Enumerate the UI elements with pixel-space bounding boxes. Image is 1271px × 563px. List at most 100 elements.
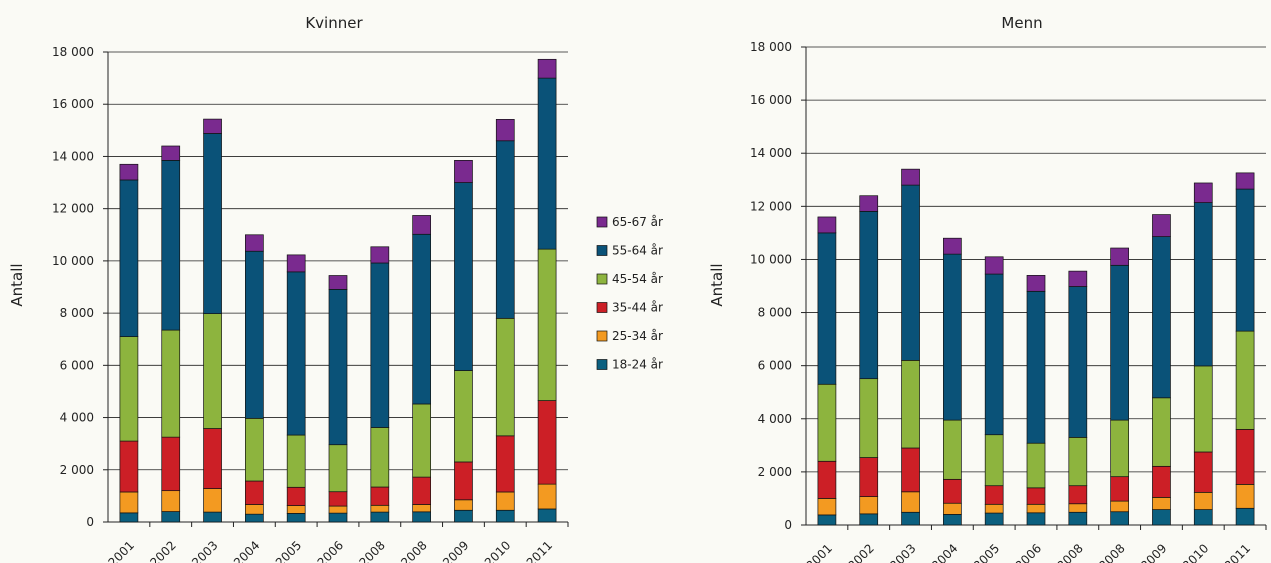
bar-segment xyxy=(1193,365,1213,453)
x-tick-label: 2002 xyxy=(845,541,876,563)
bar-segment xyxy=(537,508,557,523)
y-tick-label: 2 000 xyxy=(60,463,94,477)
y-tick-label: 12 000 xyxy=(750,199,792,213)
bar-segment xyxy=(943,478,962,504)
bar-segment xyxy=(537,248,557,401)
bar-segment xyxy=(119,491,139,514)
bar-segment xyxy=(817,232,837,385)
bar-segment xyxy=(454,509,473,523)
legend-swatch xyxy=(596,330,608,342)
bar-segment xyxy=(1068,503,1088,513)
x-tick-label: 2011 xyxy=(524,538,555,563)
bar-segment xyxy=(537,400,557,485)
y-tick-label: 4 000 xyxy=(60,411,94,425)
bar-segment xyxy=(1026,503,1046,514)
bar-segment xyxy=(203,511,222,523)
bar-segment xyxy=(412,504,431,513)
bar-segment xyxy=(203,133,222,314)
bar-segment xyxy=(328,505,348,514)
bar-segment xyxy=(984,503,1004,514)
bar-segment xyxy=(161,511,181,523)
bar-segment xyxy=(817,216,837,234)
y-tick-label: 16 000 xyxy=(750,93,792,107)
bar-segment xyxy=(412,476,431,505)
y-tick-label: 8 000 xyxy=(60,306,94,320)
x-tick-label: 2001 xyxy=(106,538,137,563)
x-tick-label: 2003 xyxy=(887,541,918,563)
bar-segment xyxy=(454,182,473,371)
bar-segment xyxy=(1068,286,1088,438)
x-tick-label: 2001 xyxy=(804,541,835,563)
bar-segment xyxy=(859,378,879,458)
legend-label: 25-34 år xyxy=(612,329,663,343)
y-tick-label: 0 xyxy=(784,518,792,532)
bar-segment xyxy=(859,457,879,497)
bar-segment xyxy=(1235,330,1255,430)
bar-segment xyxy=(328,444,348,493)
y-axis-label: Antall xyxy=(8,263,26,306)
x-tick-label: 2011 xyxy=(1222,541,1253,563)
bar-segment xyxy=(1026,512,1046,526)
y-tick-label: 12 000 xyxy=(52,202,94,216)
bar-segment xyxy=(1152,236,1171,399)
bar-segment xyxy=(370,486,390,506)
bar-segment xyxy=(859,513,879,526)
x-tick-label: 2003 xyxy=(189,538,220,563)
x-tick-label: 2006 xyxy=(1013,541,1044,563)
y-tick-label: 6 000 xyxy=(758,359,792,373)
bar-segment xyxy=(1235,172,1255,190)
legend: 65-67 år 55-64 år 45-54 år 35-44 år 25-34 år… xyxy=(596,215,663,372)
bar-segment xyxy=(286,486,306,506)
x-tick-label: 2008 xyxy=(1096,541,1127,563)
bar-segment xyxy=(1152,509,1171,526)
x-tick-label: 2002 xyxy=(147,538,178,563)
bar-segment xyxy=(1068,511,1088,526)
bar-segment xyxy=(817,460,837,499)
bar-segment xyxy=(328,275,348,290)
bar-segment xyxy=(1110,419,1129,478)
x-tick-label: 2008 xyxy=(1054,541,1085,563)
bar-segment xyxy=(1193,182,1213,203)
bar-segment xyxy=(901,360,920,449)
bar-segment xyxy=(286,254,306,273)
bar-segment xyxy=(943,502,962,515)
y-axis-label: Antall xyxy=(708,263,726,306)
bar-segment xyxy=(1068,270,1088,287)
bar-segment xyxy=(1193,509,1213,526)
x-tick-label: 2004 xyxy=(231,538,262,563)
bar-segment xyxy=(370,427,390,488)
bar-segment xyxy=(286,505,306,514)
legend-label: 18-24 år xyxy=(612,358,663,372)
x-tick-label: 2008 xyxy=(398,538,429,563)
chart-title: Menn xyxy=(1001,14,1042,32)
bar-segment xyxy=(984,485,1004,505)
bar-segment xyxy=(412,403,431,478)
bar-segment xyxy=(245,504,264,515)
bar-segment xyxy=(119,440,139,493)
bar-segment xyxy=(454,499,473,511)
bar-segment xyxy=(245,513,264,523)
bar-segment xyxy=(1110,511,1129,526)
bar-segment xyxy=(495,491,515,511)
bar-segment xyxy=(412,233,431,405)
x-tick-label: 2008 xyxy=(356,538,387,563)
y-tick-label: 4 000 xyxy=(758,412,792,426)
bar-segment xyxy=(495,435,515,493)
bar-segment xyxy=(1193,491,1213,510)
bar-segment xyxy=(161,436,181,492)
y-tick-label: 6 000 xyxy=(60,358,94,372)
bar-segment xyxy=(1235,188,1255,332)
bar-segment xyxy=(984,512,1004,526)
y-tick-label: 10 000 xyxy=(52,254,94,268)
bar-segment xyxy=(119,336,139,442)
bar-segment xyxy=(537,58,557,79)
bar-segment xyxy=(454,461,473,501)
bar-segment xyxy=(859,496,879,515)
bar-segment xyxy=(119,512,139,523)
bar-segment xyxy=(412,215,431,235)
bar-segment xyxy=(203,313,222,429)
bar-segment xyxy=(245,234,264,252)
bar-segment xyxy=(817,514,837,526)
bar-segment xyxy=(1152,214,1171,237)
